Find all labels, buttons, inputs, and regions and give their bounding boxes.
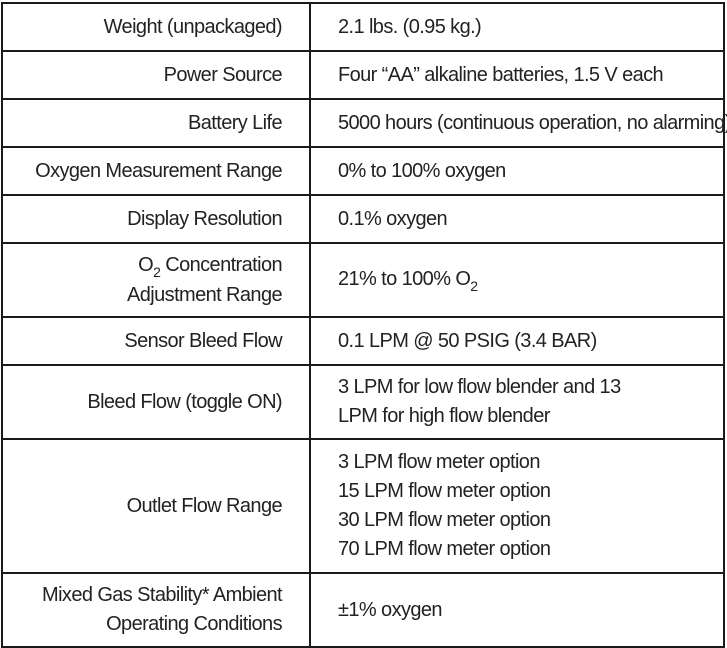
spec-value-text: 0.1 LPM @ 50 PSIG (3.4 BAR)	[338, 329, 597, 352]
spec-label-text-line2: Operating Conditions	[106, 613, 283, 635]
spec-value-text: 2.1 lbs. (0.95 kg.)	[338, 15, 482, 38]
spec-value-text: 3 LPM for low flow blender and 13	[338, 376, 621, 398]
spec-value: 5000 hours (continuous operation, no ala…	[309, 98, 727, 148]
label-rest: Concentration	[160, 253, 282, 276]
spec-value: ±1% oxygen	[309, 572, 725, 648]
spec-label: Power Source	[1, 50, 311, 100]
value-subscript: 2	[470, 278, 478, 294]
spec-value-text: 3 LPM flow meter option	[338, 451, 540, 473]
spec-value: 3 LPM flow meter option 15 LPM flow mete…	[309, 438, 725, 574]
spec-label: Display Resolution	[1, 194, 311, 244]
spec-label-text: Sensor Bleed Flow	[124, 329, 282, 352]
table-row-mixed-gas-stability: Mixed Gas Stability* Ambient Operating C…	[1, 572, 725, 648]
spec-value: 0.1 LPM @ 50 PSIG (3.4 BAR)	[309, 316, 725, 366]
spec-label: Bleed Flow (toggle ON)	[1, 364, 311, 440]
spec-value: 2.1 lbs. (0.95 kg.)	[309, 2, 725, 52]
spec-value: Four “AA” alkaline batteries, 1.5 V each	[309, 50, 725, 100]
table-row-display-resolution: Display Resolution 0.1% oxygen	[1, 194, 725, 244]
table-row-weight: Weight (unpackaged) 2.1 lbs. (0.95 kg.)	[1, 2, 725, 52]
table-row-oxygen-measurement-range: Oxygen Measurement Range 0% to 100% oxyg…	[1, 146, 725, 196]
table-row-bleed-flow-toggle-on: Bleed Flow (toggle ON) 3 LPM for low flo…	[1, 364, 725, 440]
spec-value: 0% to 100% oxygen	[309, 146, 725, 196]
spec-label-text: Outlet Flow Range	[126, 494, 283, 517]
label-base: O	[138, 253, 154, 276]
spec-label: Sensor Bleed Flow	[1, 316, 311, 366]
spec-value-text: 0.1% oxygen	[338, 207, 448, 230]
table-row-sensor-bleed-flow: Sensor Bleed Flow 0.1 LPM @ 50 PSIG (3.4…	[1, 316, 725, 366]
spec-label: Oxygen Measurement Range	[1, 146, 311, 196]
spec-value-text: Four “AA” alkaline batteries, 1.5 V each	[338, 63, 664, 86]
spec-label-text: Display Resolution	[127, 207, 282, 230]
spec-value-text: 5000 hours (continuous operation, no ala…	[338, 111, 727, 134]
spec-label-text: Oxygen Measurement Range	[35, 159, 282, 182]
spec-value-text: 70 LPM flow meter option	[338, 538, 551, 560]
spec-label: Outlet Flow Range	[1, 438, 311, 574]
spec-label-text: Power Source	[163, 63, 283, 86]
spec-value-text: LPM for high flow blender	[338, 405, 550, 427]
spec-value-text: 15 LPM flow meter option	[338, 480, 551, 502]
spec-label: Weight (unpackaged)	[1, 2, 311, 52]
spec-label-text: O2 Concentration	[3, 251, 282, 281]
spec-label-text-line2: Adjustment Range	[127, 283, 283, 306]
table-row-power-source: Power Source Four “AA” alkaline batterie…	[1, 50, 725, 100]
value-base: 21% to 100% O	[338, 268, 471, 290]
spec-value-text: ±1% oxygen	[338, 598, 443, 621]
spec-label: Battery Life	[1, 98, 311, 148]
spec-label-text: Battery Life	[188, 111, 283, 134]
table-row-o2-concentration-adjustment-range: O2 Concentration Adjustment Range 21% to…	[1, 242, 725, 318]
spec-value: 3 LPM for low flow blender and 13 LPM fo…	[309, 364, 725, 440]
spec-label-text: Bleed Flow (toggle ON)	[87, 390, 282, 413]
table-row-outlet-flow-range: Outlet Flow Range 3 LPM flow meter optio…	[1, 438, 725, 574]
label-subscript: 2	[153, 263, 161, 280]
spec-value-text: 30 LPM flow meter option	[338, 509, 551, 531]
table-row-battery-life: Battery Life 5000 hours (continuous oper…	[1, 98, 727, 148]
spec-label-text: Weight (unpackaged)	[103, 15, 283, 38]
spec-value: 21% to 100% O2	[309, 242, 725, 318]
spec-value: 0.1% oxygen	[309, 194, 725, 244]
spec-label: Mixed Gas Stability* Ambient Operating C…	[1, 572, 311, 648]
spec-value-text: 0% to 100% oxygen	[338, 159, 506, 182]
spec-value-text: 21% to 100% O2	[338, 265, 723, 295]
spec-label: O2 Concentration Adjustment Range	[1, 242, 311, 318]
spec-label-text: Mixed Gas Stability* Ambient	[42, 584, 283, 606]
